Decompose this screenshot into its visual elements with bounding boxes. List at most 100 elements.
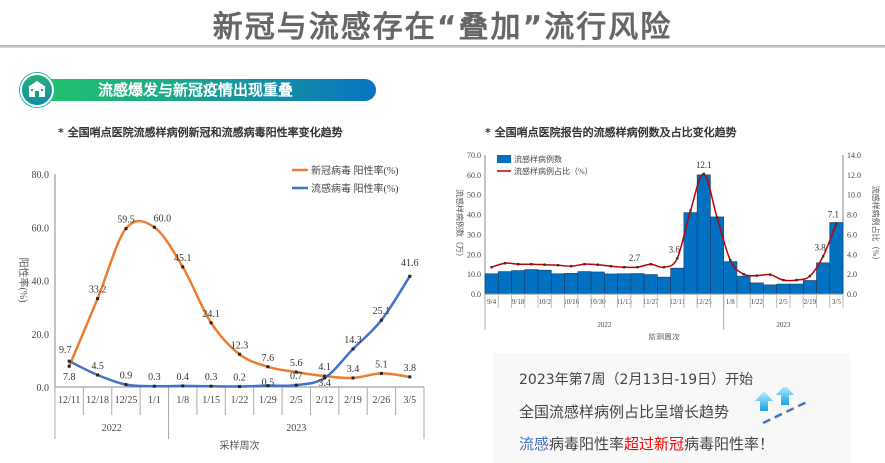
callout-line1: 2023年第7周（2月13日-19日）开始 <box>519 372 754 388</box>
bar <box>630 273 645 295</box>
x-axis-title: 采样周次 <box>220 439 260 450</box>
bar <box>617 273 632 295</box>
data-point <box>821 255 825 258</box>
data-point <box>152 225 156 229</box>
bar <box>696 174 711 295</box>
y-axis-title: 阳性率(%) <box>17 258 30 303</box>
highlight-text: 超过新冠 <box>624 435 685 453</box>
data-point <box>729 259 732 262</box>
y-axis-title: 流感样病例数（万） <box>455 189 465 261</box>
data-point <box>67 364 71 368</box>
x-tick-label: 1/15 <box>202 395 220 406</box>
data-point <box>181 265 185 269</box>
data-label: 0.3 <box>148 372 161 383</box>
divider <box>0 45 885 48</box>
y-tick-label: 0.0 <box>37 383 50 394</box>
data-point <box>209 321 213 325</box>
data-point <box>323 376 327 380</box>
group-label: 2023 <box>776 321 791 329</box>
x-tick-label: 2/5 <box>779 298 788 306</box>
x-tick-label: 1/29 <box>259 395 277 406</box>
data-point <box>530 263 533 266</box>
data-point <box>294 370 298 374</box>
x-tick-label: 12/11 <box>669 298 685 306</box>
data-point <box>662 265 666 269</box>
y-tick-label: 10.0 <box>467 270 481 279</box>
bar <box>816 262 831 295</box>
x-tick-label: 2/19 <box>804 298 817 306</box>
x-tick-label: 10/2 <box>538 298 551 306</box>
data-label: 0.2 <box>233 372 246 383</box>
bar <box>710 216 724 295</box>
data-label: 5.6 <box>290 358 303 369</box>
data-label: 12.3 <box>231 340 249 351</box>
y-tick-label: 20.0 <box>32 330 50 341</box>
data-point <box>124 227 128 231</box>
legend-label: 流感样病例占比（%） <box>514 166 593 176</box>
data-label: 3.6 <box>669 244 681 254</box>
data-label: 5.1 <box>375 359 388 370</box>
bar <box>763 284 778 295</box>
bar <box>736 275 751 295</box>
x-tick-label: 12/25 <box>115 395 138 406</box>
data-point <box>408 274 412 278</box>
bar <box>670 267 685 295</box>
series-line <box>491 173 838 282</box>
section-banner: 流感爆发与新冠疫情出现重叠 <box>20 73 376 107</box>
y2-tick-label: 8.0 <box>847 211 857 220</box>
data-point <box>808 274 812 278</box>
bar <box>550 273 565 295</box>
x-tick-label: 2/19 <box>344 395 362 406</box>
y2-tick-label: 4.0 <box>847 250 857 259</box>
x-tick-label: 1/8 <box>726 298 735 306</box>
y2-tick-label: 6.0 <box>847 230 857 239</box>
data-point <box>596 263 599 266</box>
y-tick-label: 40.0 <box>32 277 50 288</box>
data-label: 24.1 <box>202 309 220 320</box>
data-label: 41.6 <box>401 258 419 269</box>
data-point <box>583 263 586 266</box>
x-tick-label: 3/5 <box>403 395 416 406</box>
x-tick-label: 12/11 <box>58 395 80 406</box>
data-point <box>676 257 679 260</box>
y-tick-label: 60.0 <box>32 223 50 234</box>
y2-tick-label: 10.0 <box>847 191 861 200</box>
ili-chart: 0.0 10.0 20.0 30.0 40.0 50.0 60.0 70.0 0.0 2.0 4.0… <box>455 151 881 340</box>
data-label: 0.3 <box>205 372 218 383</box>
data-point <box>795 278 798 282</box>
data-label: 4.5 <box>91 361 104 372</box>
bar <box>590 271 605 295</box>
data-label: 9.7 <box>59 345 72 356</box>
bar <box>723 261 738 295</box>
x-tick-label: 1/1 <box>148 395 161 406</box>
y2-tick-label: 12.0 <box>847 171 861 180</box>
data-point <box>609 265 613 268</box>
left-chart-subtitle: * 全国哨点医院流感样病例新冠和流感病毒阳性率变化趋势 <box>58 126 343 139</box>
data-point <box>742 272 745 276</box>
group-label: 2022 <box>597 321 612 329</box>
legend-label: 新冠病毒 阳性率(%) <box>311 164 399 177</box>
y-tick-label: 30.0 <box>467 230 481 239</box>
data-point <box>516 263 520 266</box>
data-point <box>408 375 412 379</box>
data-point <box>351 376 355 380</box>
data-label: 33.2 <box>89 285 107 296</box>
right-chart-subtitle: * 全国哨点医院报告的流感样病例数及占比变化趋势 <box>485 126 737 139</box>
y-tick-label: 80.0 <box>32 170 50 181</box>
y-tick-label: 60.0 <box>467 171 481 180</box>
data-label: 59.5 <box>117 215 135 226</box>
bar <box>749 282 764 295</box>
data-label: 4.1 <box>318 362 331 373</box>
data-label: 60.0 <box>154 213 172 224</box>
y2-tick-label: 2.0 <box>847 270 857 279</box>
data-point <box>503 262 507 265</box>
x-tick-label: 11/27 <box>643 298 659 306</box>
x-tick-label: 1/22 <box>751 298 764 306</box>
callout-line2: 全国流感样病例占比呈增长趋势 <box>519 403 730 421</box>
data-point <box>623 265 626 269</box>
y-tick-label: 70.0 <box>467 151 481 160</box>
data-point <box>323 374 327 378</box>
callout-box: 2023年第7周（2月13日-19日）开始 全国流感样病例占比呈增长趋势 流感病… <box>493 353 850 463</box>
y2-axis-title: 流感样病例占比（%） <box>871 186 881 265</box>
y-tick-label: 50.0 <box>467 191 481 200</box>
